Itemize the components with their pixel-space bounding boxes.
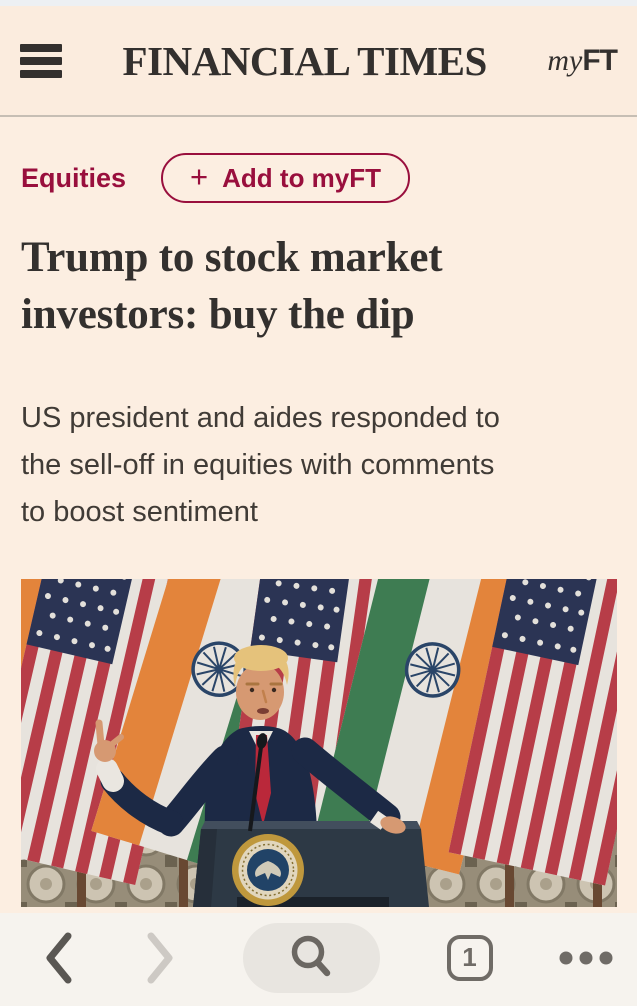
trump-figure [94, 645, 401, 837]
topic-row: Equities + Add to myFT [21, 153, 616, 203]
myft-ft-text: FT [582, 43, 618, 77]
myft-my-text: my [547, 43, 583, 77]
ellipsis-icon [559, 951, 613, 964]
chevron-left-icon [46, 932, 72, 983]
article-image [21, 579, 617, 907]
presidential-seal [232, 834, 304, 906]
chevron-right-icon [147, 932, 172, 983]
podium [193, 733, 429, 907]
hand-on-podium [380, 816, 406, 834]
article-headline: Trump to stock market investors: buy the… [21, 229, 616, 343]
more-options-button[interactable] [559, 951, 613, 965]
headline-line: investors: buy the dip [21, 291, 415, 338]
microphone [248, 746, 263, 832]
tabs-button[interactable]: 1 [446, 934, 493, 981]
add-to-myft-label: Add to myFT [222, 162, 382, 193]
search-button[interactable] [243, 922, 380, 993]
forward-button[interactable] [143, 930, 177, 986]
trump-flags-photo [21, 579, 617, 907]
hamburger-bar [20, 56, 62, 65]
ft-header: FINANCIAL TIMES myFT [0, 6, 637, 117]
article-page: Equities + Add to myFT Trump to stock ma… [0, 153, 637, 907]
standfirst-line: to boost sentiment [21, 496, 258, 528]
magnifier-icon [291, 935, 330, 976]
headline-line: Trump to stock market [21, 234, 443, 281]
ft-masthead-logo[interactable]: FINANCIAL TIMES [122, 37, 488, 84]
myft-link[interactable]: myFT [547, 43, 618, 78]
hamburger-menu-icon[interactable] [20, 39, 62, 83]
standfirst-line: the sell-off in equities with comments [21, 449, 495, 481]
add-to-myft-button[interactable]: + Add to myFT [161, 153, 411, 203]
hamburger-bar [20, 43, 62, 52]
eagle-emblem [255, 861, 281, 880]
hamburger-bar [20, 69, 62, 78]
browser-bottom-toolbar: 1 [0, 913, 637, 1006]
back-button[interactable] [42, 930, 76, 986]
browser-top-edge [0, 0, 637, 6]
tab-count: 1 [462, 942, 477, 972]
standfirst-line: US president and aides responded to [21, 402, 500, 434]
article-standfirst: US president and aides responded to the … [21, 395, 616, 536]
topic-tag-equities[interactable]: Equities [21, 162, 127, 193]
plus-icon: + [190, 158, 209, 194]
